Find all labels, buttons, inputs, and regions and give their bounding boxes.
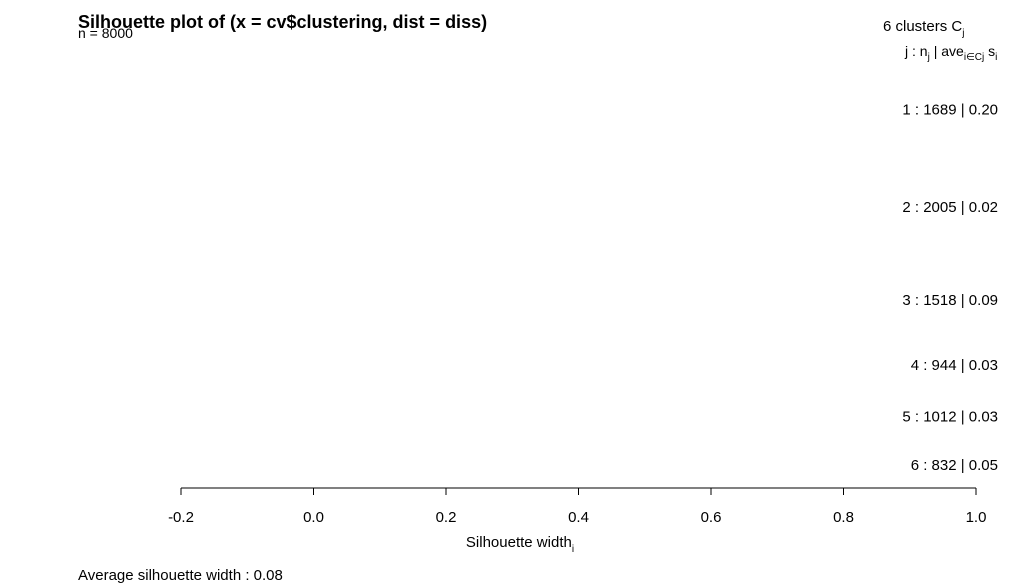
x-tick-label: -0.2 bbox=[168, 509, 194, 526]
x-tick-label: 0.8 bbox=[833, 509, 854, 526]
x-tick-label: 1.0 bbox=[966, 509, 987, 526]
chart-title: Silhouette plot of (x = cv$clustering, d… bbox=[78, 12, 487, 32]
columns-header: j : nj | avei∈Cj si bbox=[904, 43, 997, 63]
cluster-label: 1 : 1689 | 0.20 bbox=[902, 102, 998, 119]
columns-header-s: s bbox=[984, 43, 995, 59]
x-tick-label: 0.2 bbox=[436, 509, 457, 526]
x-axis: -0.2 0.0 0.2 0.4 0.6 0.8 1.0 bbox=[168, 487, 987, 526]
sample-size-label: n = 8000 bbox=[78, 25, 133, 41]
x-axis-label-text: Silhouette width bbox=[466, 534, 572, 551]
columns-header-ave-sub: i∈Cj bbox=[964, 52, 984, 63]
x-tick-label: 0.4 bbox=[568, 509, 589, 526]
columns-header-ave: | ave bbox=[930, 43, 964, 59]
cluster-label: 6 : 832 | 0.05 bbox=[911, 457, 998, 474]
clusters-header: 6 clusters Cj bbox=[883, 18, 964, 39]
clusters-header-sub: j bbox=[961, 28, 964, 39]
cluster-label: 4 : 944 | 0.03 bbox=[911, 357, 998, 374]
cluster-label: 2 : 2005 | 0.02 bbox=[902, 199, 998, 216]
x-tick-label: 0.6 bbox=[701, 509, 722, 526]
cluster-label: 3 : 1518 | 0.09 bbox=[902, 292, 998, 309]
clusters-header-text: 6 clusters C bbox=[883, 18, 962, 35]
columns-header-j: j : n bbox=[904, 43, 928, 59]
x-tick-label: 0.0 bbox=[303, 509, 324, 526]
x-axis-label-sub: i bbox=[572, 544, 574, 555]
average-silhouette-width: Average silhouette width : 0.08 bbox=[78, 567, 283, 584]
columns-header-s-sub: i bbox=[995, 52, 997, 63]
cluster-labels: 1 : 1689 | 0.20 2 : 2005 | 0.02 3 : 1518 |… bbox=[902, 102, 998, 475]
x-axis-label: Silhouette widthi bbox=[466, 534, 574, 555]
columns-header-j-sub: j bbox=[927, 52, 930, 63]
cluster-label: 5 : 1012 | 0.03 bbox=[902, 408, 998, 425]
